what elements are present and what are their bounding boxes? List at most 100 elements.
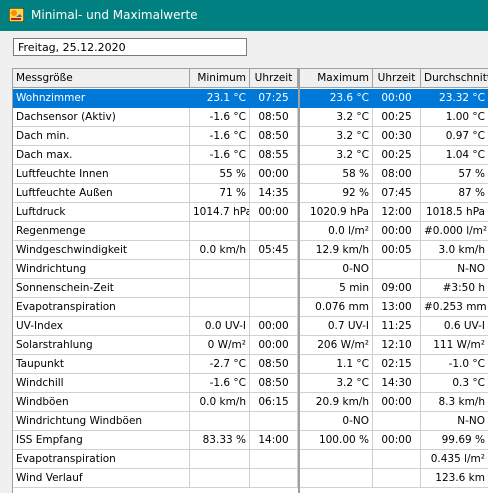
table-row[interactable]: Evapotranspiration 0.435 l/m² <box>13 450 488 469</box>
minimum-value <box>190 412 250 431</box>
row-label: Windchill <box>13 374 190 393</box>
maximum-value: 3.2 °C <box>300 108 373 127</box>
maximum-time: 09:00 <box>373 279 421 298</box>
row-label: Dach max. <box>13 146 190 165</box>
minimum-time <box>250 450 298 469</box>
minimum-time <box>250 298 298 317</box>
maximum-time: 02:15 <box>373 355 421 374</box>
table-row[interactable]: Luftfeuchte Außen 71 % 14:35 92 % 07:45 87 % <box>13 184 488 203</box>
table-row[interactable]: Windböen 0.0 km/h 06:15 20.9 km/h 00:00 8.3 k… <box>13 393 488 412</box>
table-row[interactable]: UV-Index 0.0 UV-I 00:00 0.7 UV-I 11:25 0.6 UV… <box>13 317 488 336</box>
table-row[interactable]: Wohnzimmer 23.1 °C 07:25 23.6 °C 00:00 23.32 … <box>13 89 488 108</box>
minimum-value <box>190 260 250 279</box>
average-value: 0.6 UV-I <box>421 317 488 336</box>
column-header-average[interactable]: Durchschnitt <box>421 69 488 88</box>
minimum-value: 83.33 % <box>190 431 250 450</box>
row-label: Windrichtung <box>13 260 190 279</box>
average-value: 8.3 km/h <box>421 393 488 412</box>
minimum-time <box>250 222 298 241</box>
average-value: #3:50 h <box>421 279 488 298</box>
table-row[interactable]: Windchill -1.6 °C 08:50 3.2 °C 14:30 0.3 °C <box>13 374 488 393</box>
minimum-value <box>190 450 250 469</box>
maximum-time: 00:25 <box>373 146 421 165</box>
maximum-value: 1020.9 hPa <box>300 203 373 222</box>
min-max-table[interactable]: Messgröße Minimum Uhrzeit Maximum Uhrzei… <box>12 68 488 493</box>
average-value: 57 % <box>421 165 488 184</box>
minimum-value: -1.6 °C <box>190 108 250 127</box>
average-value: 3.0 km/h <box>421 241 488 260</box>
minimum-value: 0.0 UV-I <box>190 317 250 336</box>
minimum-value: -1.6 °C <box>190 127 250 146</box>
column-header-min-time[interactable]: Uhrzeit <box>250 69 298 88</box>
minimum-time: 00:00 <box>250 336 298 355</box>
minimum-time <box>250 412 298 431</box>
maximum-value: 3.2 °C <box>300 146 373 165</box>
table-row[interactable]: Taupunkt -2.7 °C 08:50 1.1 °C 02:15 -1.0 °C <box>13 355 488 374</box>
row-label: Sonnenschein-Zeit <box>13 279 190 298</box>
minimum-value: 55 % <box>190 165 250 184</box>
maximum-value: 1.1 °C <box>300 355 373 374</box>
table-row[interactable]: ISS Empfang 83.33 % 14:00 100.00 % 00:00 99.6… <box>13 431 488 450</box>
average-value: N-NO <box>421 260 488 279</box>
column-header-messgroesse[interactable]: Messgröße <box>13 69 190 88</box>
table-row[interactable]: Sonnenschein-Zeit 5 min 09:00 #3:50 h <box>13 279 488 298</box>
minimum-time: 07:25 <box>250 89 298 108</box>
table-row[interactable]: Solarstrahlung 0 W/m² 00:00 206 W/m² 12:10 11… <box>13 336 488 355</box>
table-row[interactable]: Luftfeuchte Innen 55 % 00:00 58 % 08:00 57 % <box>13 165 488 184</box>
minimum-time: 08:50 <box>250 108 298 127</box>
maximum-value: 0-NO <box>300 412 373 431</box>
date-field[interactable]: Freitag, 25.12.2020 <box>13 38 247 56</box>
row-label: Solarstrahlung <box>13 336 190 355</box>
minimum-time: 08:50 <box>250 127 298 146</box>
table-row[interactable]: Regenmenge 0.0 l/m² 00:00 #0.000 l/m² <box>13 222 488 241</box>
row-label: Taupunkt <box>13 355 190 374</box>
average-value: 0.435 l/m² <box>421 450 488 469</box>
table-row[interactable]: Luftdruck 1014.7 hPa 00:00 1020.9 hPa 12:00 1… <box>13 203 488 222</box>
column-header-minimum[interactable]: Minimum <box>190 69 250 88</box>
minimum-time <box>250 469 298 488</box>
maximum-value: 58 % <box>300 165 373 184</box>
minimum-time: 14:35 <box>250 184 298 203</box>
maximum-value: 0-NO <box>300 260 373 279</box>
row-label: Regenmenge <box>13 222 190 241</box>
column-header-maximum[interactable]: Maximum <box>300 69 373 88</box>
row-label: Windböen <box>13 393 190 412</box>
maximum-value: 100.00 % <box>300 431 373 450</box>
minimum-value <box>190 279 250 298</box>
minimum-time: 08:55 <box>250 146 298 165</box>
column-header-max-time[interactable]: Uhrzeit <box>373 69 421 88</box>
minimum-value: -1.6 °C <box>190 146 250 165</box>
table-row[interactable]: Evapotranspiration 0.076 mm 13:00 #0.253 mm <box>13 298 488 317</box>
table-row[interactable]: Dach min. -1.6 °C 08:50 3.2 °C 00:30 0.97 °C <box>13 127 488 146</box>
table-row[interactable]: Dachsensor (Aktiv) -1.6 °C 08:50 3.2 °C 00:2… <box>13 108 488 127</box>
row-label: Windgeschwindigkeit <box>13 241 190 260</box>
minimum-time: 06:15 <box>250 393 298 412</box>
table-header: Messgröße Minimum Uhrzeit Maximum Uhrzei… <box>13 69 488 88</box>
maximum-time: 00:00 <box>373 222 421 241</box>
row-label: Dachsensor (Aktiv) <box>13 108 190 127</box>
average-value: 99.69 % <box>421 431 488 450</box>
maximum-time <box>373 412 421 431</box>
minimum-value <box>190 222 250 241</box>
minimum-time: 00:00 <box>250 203 298 222</box>
table-row[interactable]: Windgeschwindigkeit 0.0 km/h 05:45 12.9 km/… <box>13 241 488 260</box>
maximum-value: 5 min <box>300 279 373 298</box>
minimum-value: 1014.7 hPa <box>190 203 250 222</box>
row-label: Windrichtung Windböen <box>13 412 190 431</box>
row-label: Luftfeuchte Innen <box>13 165 190 184</box>
row-label: UV-Index <box>13 317 190 336</box>
table-row[interactable]: Windrichtung 0-NO N-NO <box>13 260 488 279</box>
average-value: 23.32 °C <box>421 89 488 108</box>
average-value: 1018.5 hPa <box>421 203 488 222</box>
row-label: Wohnzimmer <box>13 89 190 108</box>
maximum-value: 3.2 °C <box>300 127 373 146</box>
average-value: #0.000 l/m² <box>421 222 488 241</box>
column-separator <box>298 69 300 493</box>
row-label: Luftfeuchte Außen <box>13 184 190 203</box>
maximum-time: 00:30 <box>373 127 421 146</box>
table-row[interactable]: Windrichtung Windböen 0-NO N-NO <box>13 412 488 431</box>
table-row[interactable]: Wind Verlauf 123.6 km <box>13 469 488 488</box>
row-label: Dach min. <box>13 127 190 146</box>
table-row[interactable]: Dach max. -1.6 °C 08:55 3.2 °C 00:25 1.04 °C <box>13 146 488 165</box>
maximum-value: 0.076 mm <box>300 298 373 317</box>
